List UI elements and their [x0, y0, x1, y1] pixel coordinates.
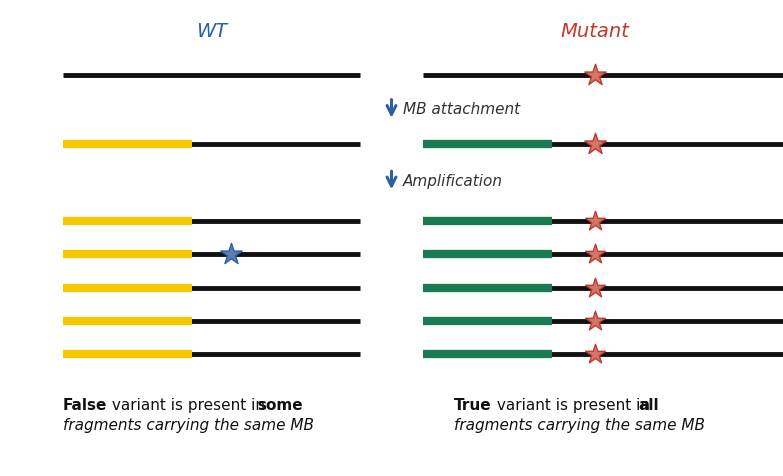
- Text: False: False: [63, 397, 107, 412]
- Text: MB attachment: MB attachment: [403, 102, 521, 117]
- Text: WT: WT: [196, 21, 227, 40]
- Point: [589, 72, 601, 80]
- Point: [589, 141, 601, 149]
- Point: [589, 251, 601, 258]
- Point: [589, 317, 601, 325]
- Text: some: some: [257, 397, 302, 412]
- Text: fragments carrying the same MB: fragments carrying the same MB: [63, 417, 314, 432]
- Point: [589, 351, 601, 358]
- Point: [225, 251, 237, 258]
- Text: variant is present in: variant is present in: [492, 397, 655, 412]
- Point: [589, 284, 601, 292]
- Text: all: all: [638, 397, 659, 412]
- Point: [589, 218, 601, 225]
- Text: Mutant: Mutant: [561, 21, 630, 40]
- Text: variant is present in: variant is present in: [107, 397, 270, 412]
- Text: True: True: [454, 397, 492, 412]
- Text: Amplification: Amplification: [403, 173, 503, 188]
- Text: fragments carrying the same MB: fragments carrying the same MB: [454, 417, 705, 432]
